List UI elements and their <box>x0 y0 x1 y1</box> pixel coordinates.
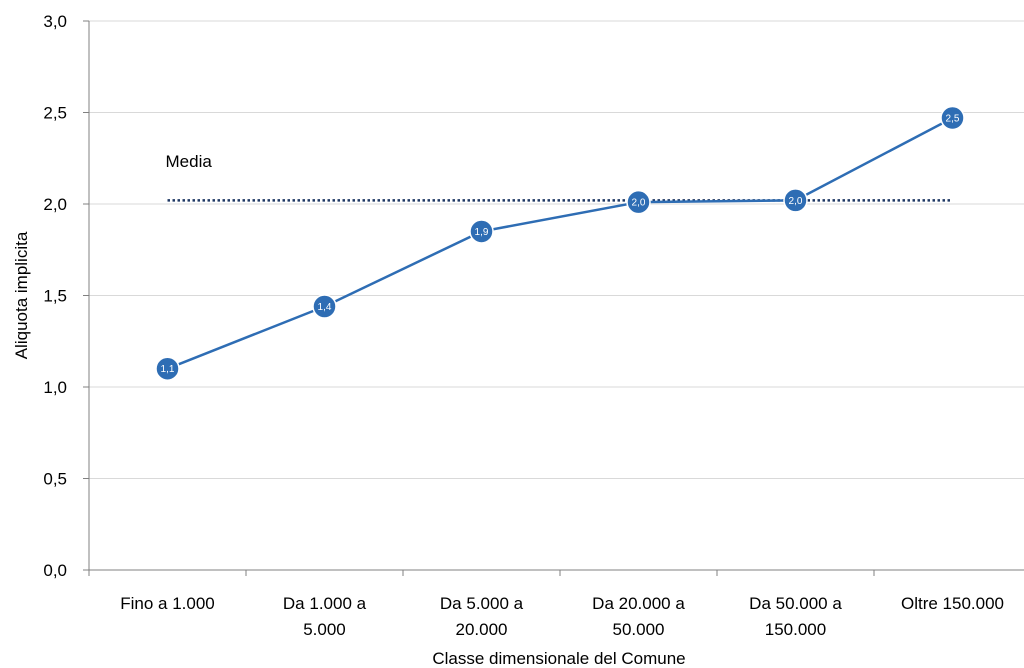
series-line <box>167 116 954 370</box>
x-tick-label: Da 20.000 a 50.000 <box>592 594 685 639</box>
data-points: 1,1 1,4 1,9 2,0 2,0 2,5 <box>155 105 965 381</box>
x-tick-label: Oltre 150.000 <box>901 594 1004 613</box>
series-polyline <box>167 116 954 370</box>
data-point-marker <box>626 189 651 215</box>
data-point-marker <box>469 219 494 244</box>
data-point-marker <box>312 294 337 319</box>
data-point-marker <box>940 105 965 131</box>
data-label: 2,0 <box>789 196 803 207</box>
x-tick-label: Da 50.000 a 150.000 <box>749 594 842 639</box>
data-point-marker <box>783 188 808 213</box>
x-tick-label: Da 1.000 a 5.000 <box>283 594 367 639</box>
y-tick-labels: 0,0 0,5 1,0 1,5 2,0 2,5 3,0 <box>43 12 67 580</box>
data-label: 1,1 <box>161 364 175 375</box>
data-point-marker <box>155 356 180 381</box>
y-tick-label: 3,0 <box>43 12 67 31</box>
average-label: Media <box>166 152 213 171</box>
axes <box>88 21 1024 576</box>
data-label: 1,9 <box>475 227 489 238</box>
x-tick-label: Fino a 1.000 <box>120 594 215 613</box>
data-label: 1,4 <box>318 302 332 313</box>
gridlines <box>83 20 1024 571</box>
y-axis-title: Aliquota implicita <box>12 231 31 359</box>
y-tick-label: 0,0 <box>43 561 67 580</box>
x-axis-title: Classe dimensionale del Comune <box>432 649 685 668</box>
data-label: 2,5 <box>946 113 960 124</box>
x-tick-labels: Fino a 1.000 Da 1.000 a 5.000 Da 5.000 a 20.… <box>120 594 1004 639</box>
y-tick-label: 2,5 <box>43 104 67 123</box>
data-label: 2,0 <box>632 198 646 209</box>
y-tick-label: 1,5 <box>43 287 67 306</box>
y-tick-label: 0,5 <box>43 470 67 489</box>
y-tick-label: 1,0 <box>43 378 67 397</box>
y-tick-label: 2,0 <box>43 195 67 214</box>
x-tick-label: Da 5.000 a 20.000 <box>440 594 524 639</box>
